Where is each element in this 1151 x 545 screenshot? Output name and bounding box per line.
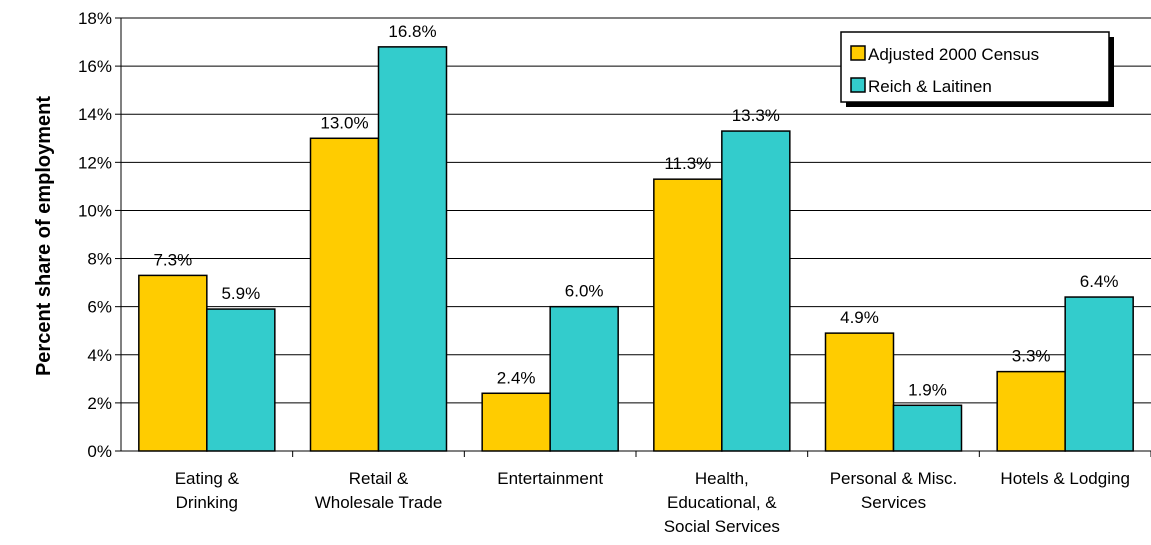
data-label: 13.0% <box>320 113 368 132</box>
y-tick-label: 12% <box>78 153 112 172</box>
data-label: 13.3% <box>732 106 780 125</box>
data-label: 2.4% <box>497 368 536 387</box>
gridlines <box>121 17 1151 404</box>
category-label: Retail & Wholesale Trade <box>315 469 443 512</box>
y-tick-label: 4% <box>87 346 112 365</box>
bar-reich-laitinen <box>549 305 619 452</box>
legend-label: Adjusted 2000 Census <box>868 45 1039 64</box>
bar-reich-laitinen <box>892 404 963 452</box>
y-tick-label: 14% <box>78 105 112 124</box>
data-label: 6.4% <box>1080 272 1119 291</box>
bar-adjusted-2000-census <box>309 137 380 452</box>
data-label: 4.9% <box>840 308 879 327</box>
bar-adjusted-2000-census <box>481 392 551 452</box>
category-label: Entertainment <box>497 469 603 488</box>
category-labels: Eating & Drinking Retail & Wholesale Trade E… <box>175 469 1130 536</box>
data-label: 5.9% <box>221 284 260 303</box>
data-label: 16.8% <box>388 22 436 41</box>
legend-swatch <box>850 77 866 93</box>
data-label: 7.3% <box>153 250 192 269</box>
data-labels: 7.3% 5.9% 13.0% 16.8% 2.4% 6.0% 11.3% 13.3% 4.9%… <box>153 22 1118 399</box>
bar-reich-laitinen <box>206 308 276 452</box>
legend-swatch <box>850 45 866 61</box>
bar-reich-laitinen <box>377 46 448 452</box>
category-label: Health, Educational, & Social Services <box>664 469 780 536</box>
bar-adjusted-2000-census <box>653 178 723 452</box>
category-label: Personal & Misc. Services <box>830 469 958 512</box>
legend: Adjusted 2000 Census Reich & Laitinen <box>840 31 1114 107</box>
y-axis-label: Percent share of employment <box>33 96 55 376</box>
data-label: 1.9% <box>908 380 947 399</box>
y-tick-label: 16% <box>78 57 112 76</box>
bar-reich-laitinen <box>721 130 791 452</box>
data-label: 6.0% <box>565 282 604 301</box>
legend-label: Reich & Laitinen <box>868 77 992 96</box>
category-label: Eating & Drinking <box>175 469 240 512</box>
data-label: 3.3% <box>1012 347 1051 366</box>
bars <box>138 46 1134 452</box>
bar-adjusted-2000-census <box>824 332 895 452</box>
data-label: 11.3% <box>664 154 711 173</box>
y-tick-labels: 0% 2% 4% 6% 8% 10% 12% 14% 16% 18% <box>78 9 112 461</box>
axes <box>115 17 1151 457</box>
y-tick-label: 6% <box>87 298 112 317</box>
legend-box <box>840 31 1110 103</box>
y-tick-label: 2% <box>87 394 112 413</box>
bar-adjusted-2000-census <box>138 274 208 452</box>
y-tick-label: 18% <box>78 9 112 28</box>
y-tick-label: 10% <box>78 201 112 220</box>
y-tick-label: 8% <box>87 250 112 269</box>
bar-adjusted-2000-census <box>996 370 1066 452</box>
bar-reich-laitinen <box>1064 296 1134 452</box>
y-tick-label: 0% <box>87 442 112 461</box>
category-label: Hotels & Lodging <box>1000 469 1129 488</box>
